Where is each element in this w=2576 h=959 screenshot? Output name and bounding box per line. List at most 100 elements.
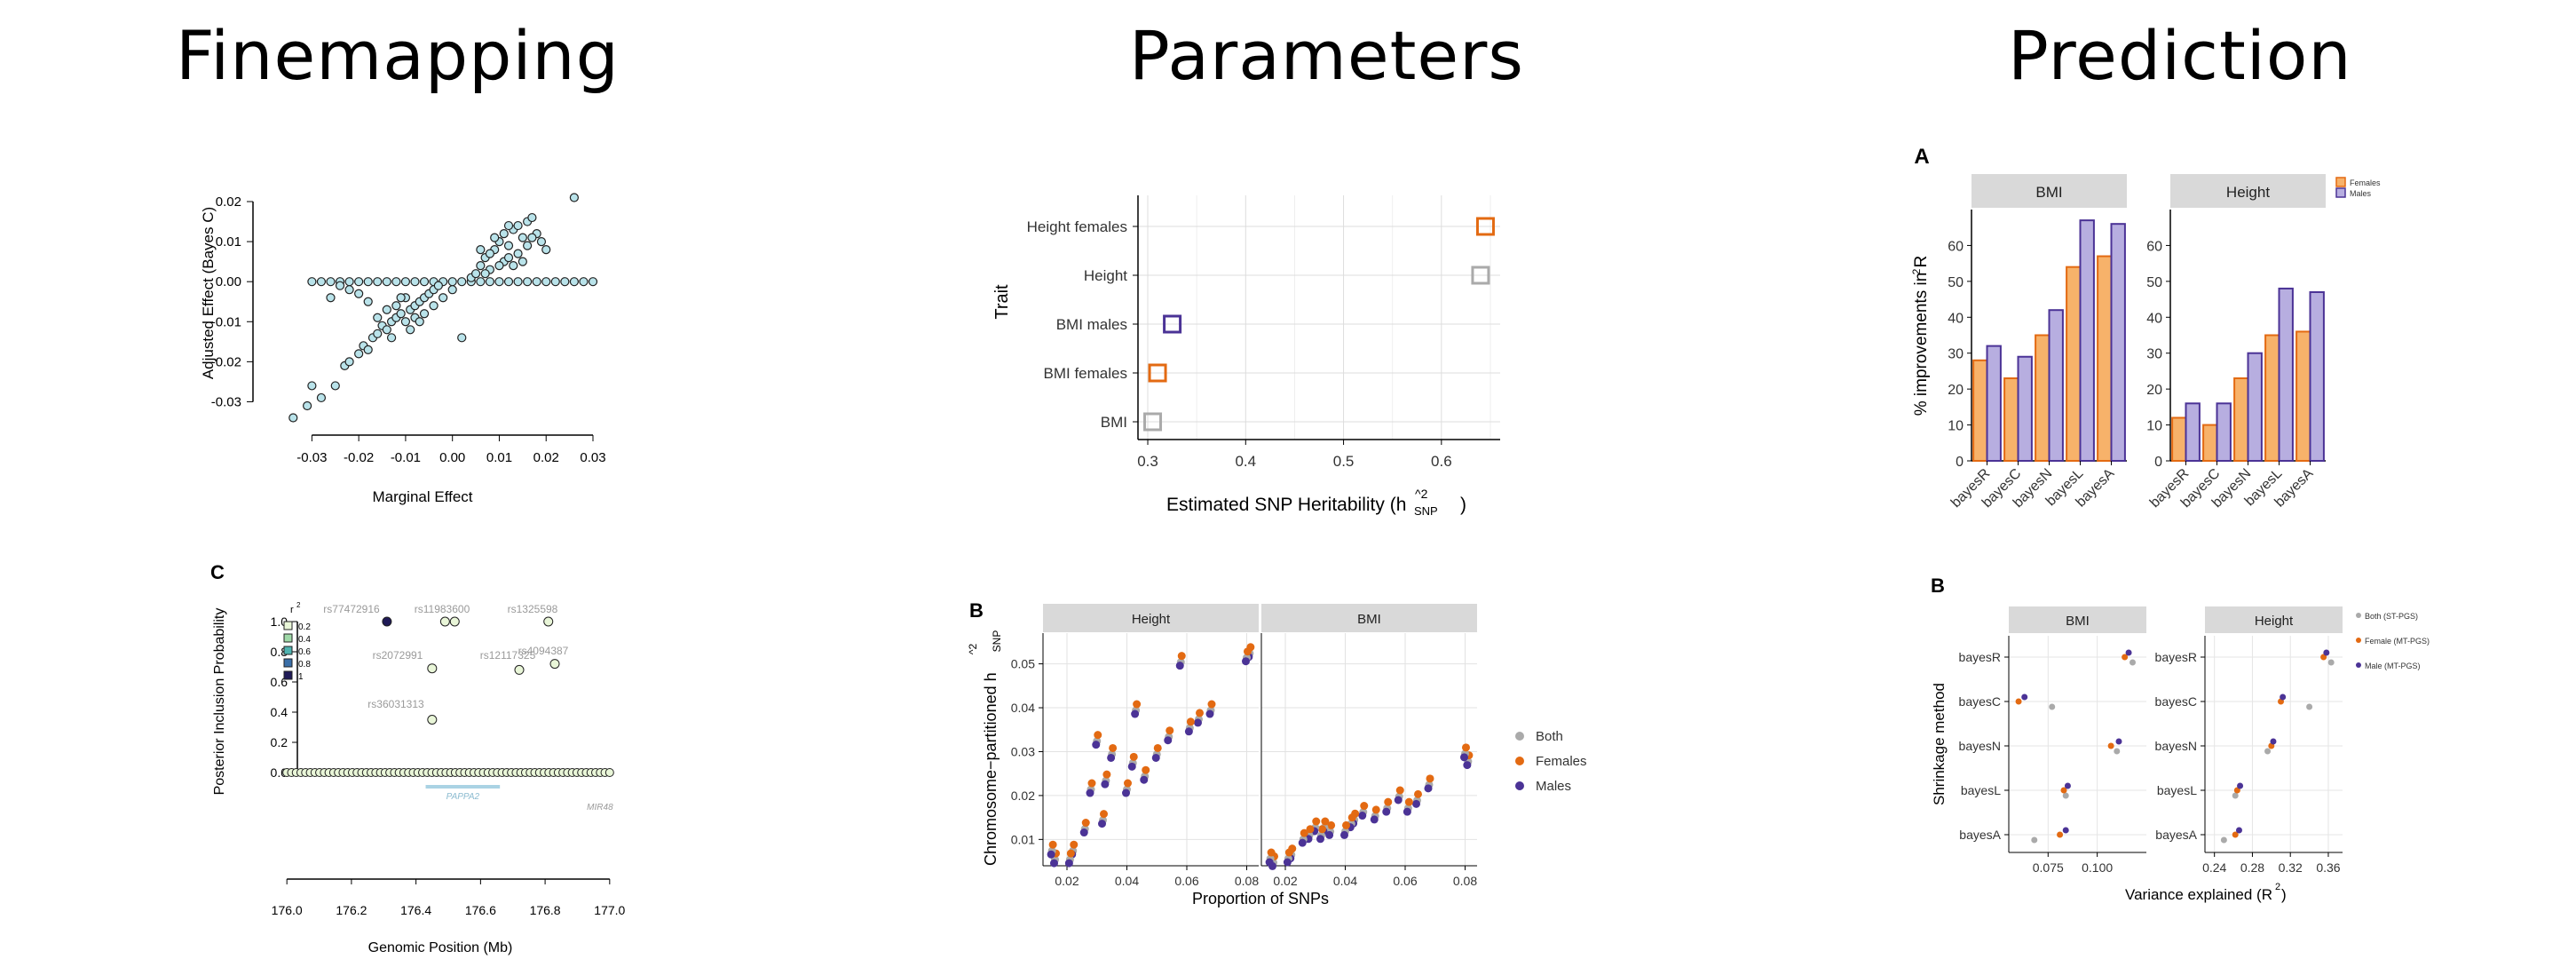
y-axis-label: Chromosome−partitioned h	[982, 672, 1000, 866]
y-axis-label: Posterior Inclusion Probability	[212, 608, 227, 796]
variance-point	[2232, 831, 2239, 838]
snp-point	[449, 616, 460, 627]
point-females	[1312, 817, 1321, 826]
gene-bar	[425, 785, 501, 789]
point-males	[1298, 838, 1307, 847]
scatter-point	[354, 277, 364, 287]
x-tick-label: 176.6	[465, 903, 496, 917]
x-tick-label: 0.01	[486, 450, 512, 465]
point-females	[1284, 848, 1293, 857]
point-males	[1079, 828, 1088, 837]
scatter-point	[579, 277, 589, 287]
point-females	[1094, 731, 1102, 740]
point-males	[1107, 753, 1116, 762]
point-females	[1207, 700, 1216, 709]
bar-females	[2171, 416, 2187, 463]
legend-label: Female (MT-PGS)	[2365, 637, 2430, 646]
point-males	[1092, 741, 1101, 749]
gene-label-mir: MIR48	[587, 803, 613, 812]
bar-males	[2048, 309, 2064, 463]
category-label: bayesC	[2155, 694, 2197, 709]
scatter-point	[354, 349, 364, 359]
point-females	[1109, 743, 1118, 752]
point-females	[1426, 774, 1434, 783]
y-tick-label: 0.0	[271, 765, 288, 780]
variance-point	[2280, 693, 2287, 701]
x-tick-label: 0.4	[1235, 453, 1256, 470]
scatter-point	[541, 277, 551, 287]
variance-point	[2323, 649, 2330, 656]
x-axis-label-sub: SNP	[1414, 504, 1438, 518]
x-tick-label: 0.28	[2240, 860, 2264, 875]
plot-background	[1138, 195, 1500, 442]
scatter-point	[480, 269, 490, 279]
heritability-marker	[1148, 363, 1167, 383]
y-tick-label: 30	[1948, 347, 1964, 362]
point-males	[1086, 789, 1094, 797]
x-tick-label: 176.8	[530, 903, 561, 917]
point-males	[1101, 780, 1110, 789]
scatter-point	[513, 277, 523, 287]
category-label: bayesR	[1959, 650, 2001, 664]
scatter-point	[307, 381, 317, 391]
point-females	[1318, 825, 1326, 834]
facet-strip	[1261, 604, 1477, 632]
point-females	[1102, 770, 1111, 779]
scatter-point	[457, 333, 467, 343]
x-tick-label: -0.01	[391, 450, 421, 465]
finemapping-title: Finemapping	[176, 16, 620, 95]
point-males	[1140, 775, 1149, 784]
scatter-point	[569, 277, 579, 287]
scatter-point	[509, 261, 518, 271]
variance-point	[2049, 703, 2056, 710]
y-tick-label: -0.02	[211, 354, 241, 369]
category-label: BMI	[1101, 414, 1127, 431]
point-females	[1100, 810, 1108, 819]
legend-label: Both	[1536, 729, 1563, 744]
scatter-point	[326, 293, 336, 303]
point-males	[1098, 820, 1106, 828]
snp-label: rs4094387	[518, 645, 569, 657]
x-tick-label: 0.06	[1393, 874, 1417, 888]
x-tick-label: 0.32	[2279, 860, 2303, 875]
heritability-marker	[1471, 266, 1490, 285]
gene-label-pappa2: PAPPA2	[446, 792, 480, 802]
scatter-point	[382, 305, 391, 314]
point-females	[1153, 743, 1162, 752]
legend-swatch	[2335, 187, 2346, 198]
scatter-point	[503, 277, 514, 287]
legend-label: Both (ST-PGS)	[2365, 612, 2418, 621]
x-tick-label: 0.100	[2082, 860, 2113, 875]
category-label: bayesN	[1959, 739, 2001, 753]
point-males	[1184, 727, 1193, 736]
legend-label: Females	[1536, 754, 1587, 769]
bar-males	[2278, 287, 2294, 463]
scatter-point	[447, 277, 457, 287]
heritability-marker	[1163, 314, 1182, 334]
y-tick-label: 20	[2146, 383, 2162, 398]
scatter-point	[363, 345, 373, 354]
scatter-point	[494, 261, 504, 271]
scatter-point	[415, 317, 424, 327]
scatter-point	[518, 257, 527, 266]
point-females	[1133, 700, 1142, 709]
scatter-point	[344, 277, 354, 287]
y-tick-label: 0.01	[1011, 832, 1035, 846]
y-axis-label-sup: 2	[1910, 268, 1923, 274]
bar-males	[2079, 219, 2095, 462]
point-males	[1325, 830, 1334, 839]
scatter-point	[429, 301, 439, 311]
scatter-point	[490, 233, 500, 242]
x-tick-label: 0.06	[1174, 874, 1198, 888]
point-males	[1242, 657, 1250, 666]
x-tick-label: 0.6	[1431, 453, 1452, 470]
scatter-point	[513, 249, 523, 258]
y-axis-label: % improvements in R	[1912, 256, 1931, 416]
scatter-point	[523, 241, 533, 250]
scatter-point	[569, 193, 579, 202]
scatter-point	[307, 277, 317, 287]
x-axis-label-close: )	[2281, 886, 2287, 903]
scatter-point	[396, 293, 406, 303]
scatter-point	[373, 313, 383, 322]
point-females	[1124, 779, 1132, 788]
